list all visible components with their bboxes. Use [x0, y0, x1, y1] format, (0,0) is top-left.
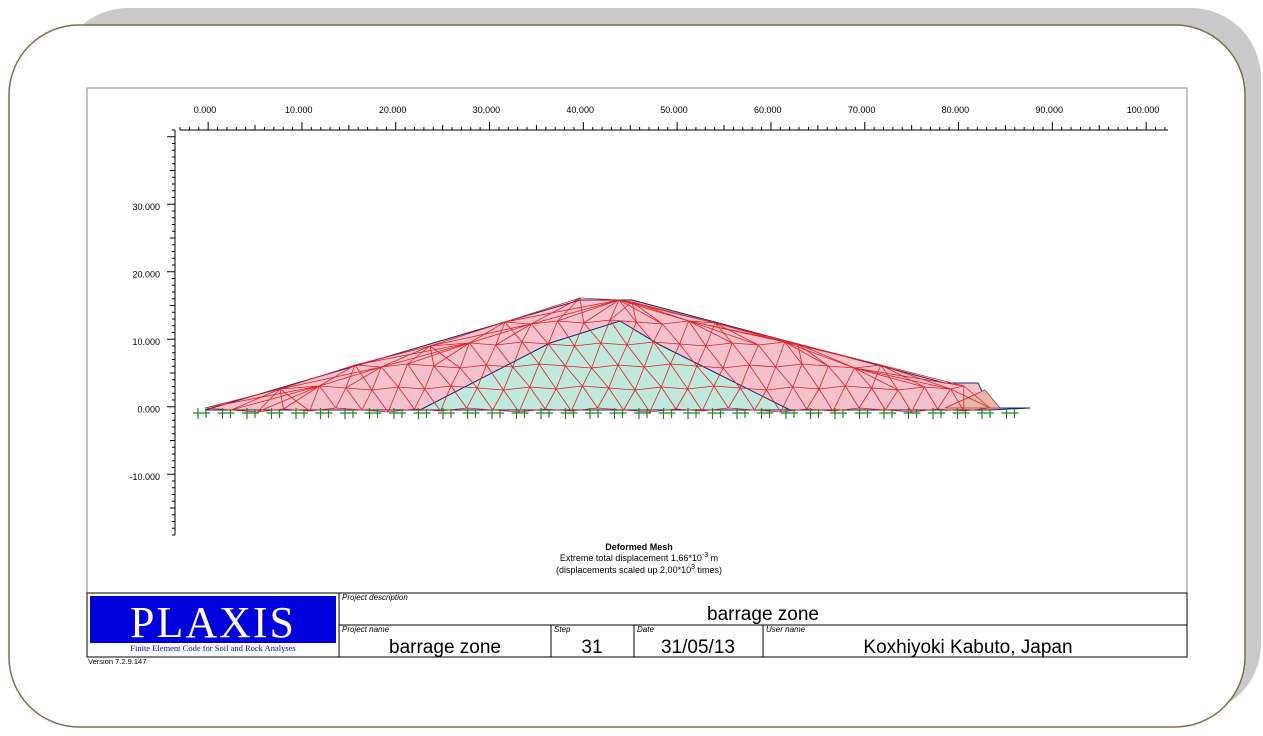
x-tick-label: 90.000 — [1035, 105, 1063, 115]
y-tick-label: 30.000 — [132, 202, 160, 212]
x-tick-label: 30.000 — [473, 105, 501, 115]
field-value: 31/05/13 — [661, 637, 735, 658]
caption-text: times) — [695, 565, 722, 575]
version: Version 7.2.9.147 — [88, 657, 146, 666]
field-value: barrage zone — [707, 604, 819, 625]
logo-name: PLAXIS — [130, 598, 296, 647]
field-label: Step — [554, 625, 571, 634]
field-value: 31 — [581, 637, 602, 658]
field-label: User name — [766, 625, 806, 634]
caption-text: m — [708, 553, 718, 563]
caption-title: Deformed Mesh — [605, 542, 673, 552]
field-label: Project description — [342, 593, 408, 602]
caption-line: Extreme total displacement 1,66*10-3 m — [560, 552, 718, 563]
field-label: Project name — [342, 625, 390, 634]
y-tick-label: 20.000 — [132, 270, 160, 280]
y-tick-label: 0.000 — [137, 405, 160, 415]
field-value: barrage zone — [389, 637, 501, 658]
y-tick-label: -10.000 — [129, 472, 160, 482]
field-value: Koxhiyoki Kabuto, Japan — [863, 637, 1072, 658]
x-tick-label: 0.000 — [194, 105, 217, 115]
x-tick-label: 20.000 — [379, 105, 407, 115]
y-tick-label: 10.000 — [132, 337, 160, 347]
field-label: Date — [637, 625, 654, 634]
caption-text: (displacements scaled up 2,00*10 — [556, 565, 691, 575]
caption-line: (displacements scaled up 2,00*103 times) — [556, 564, 722, 575]
x-tick-label: 10.000 — [285, 105, 313, 115]
x-tick-label: 80.000 — [942, 105, 970, 115]
x-tick-label: 60.000 — [754, 105, 782, 115]
x-tick-label: 40.000 — [566, 105, 594, 115]
x-tick-label: 50.000 — [660, 105, 688, 115]
x-tick-label: 100.000 — [1127, 105, 1160, 115]
caption-text: Extreme total displacement 1,66*10 — [560, 553, 702, 563]
x-tick-label: 70.000 — [848, 105, 876, 115]
logo-tagline: Finite Element Code for Soil and Rock An… — [130, 643, 296, 653]
